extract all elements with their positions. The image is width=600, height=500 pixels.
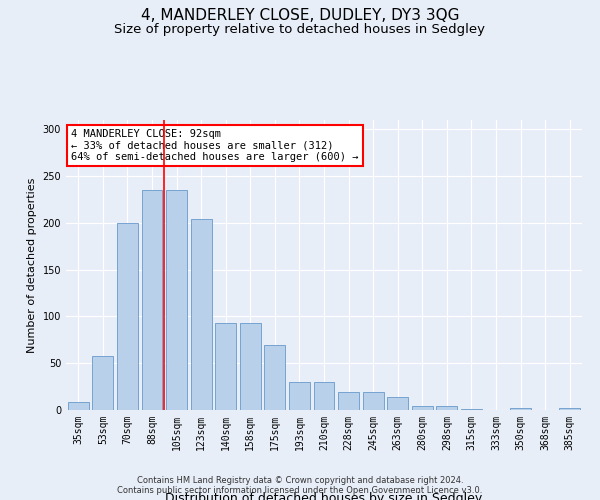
Bar	[142, 190, 163, 410]
Bar	[461, 409, 482, 410]
Bar	[92, 356, 113, 410]
Bar	[362, 392, 383, 410]
Bar	[265, 344, 286, 410]
Text: Contains HM Land Registry data © Crown copyright and database right 2024.
Contai: Contains HM Land Registry data © Crown c…	[118, 476, 482, 495]
Bar	[215, 323, 236, 410]
Bar	[338, 392, 359, 410]
Bar	[436, 406, 457, 410]
X-axis label: Distribution of detached houses by size in Sedgley: Distribution of detached houses by size …	[166, 492, 482, 500]
Text: 4, MANDERLEY CLOSE, DUDLEY, DY3 3QG: 4, MANDERLEY CLOSE, DUDLEY, DY3 3QG	[141, 8, 459, 22]
Text: Size of property relative to detached houses in Sedgley: Size of property relative to detached ho…	[115, 22, 485, 36]
Bar	[510, 408, 531, 410]
Bar	[117, 223, 138, 410]
Bar	[68, 402, 89, 410]
Bar	[240, 323, 261, 410]
Bar	[166, 190, 187, 410]
Text: 4 MANDERLEY CLOSE: 92sqm
← 33% of detached houses are smaller (312)
64% of semi-: 4 MANDERLEY CLOSE: 92sqm ← 33% of detach…	[71, 128, 359, 162]
Bar	[412, 406, 433, 410]
Bar	[289, 382, 310, 410]
Bar	[314, 382, 334, 410]
Bar	[387, 397, 408, 410]
Y-axis label: Number of detached properties: Number of detached properties	[27, 178, 37, 352]
Bar	[191, 219, 212, 410]
Bar	[559, 408, 580, 410]
